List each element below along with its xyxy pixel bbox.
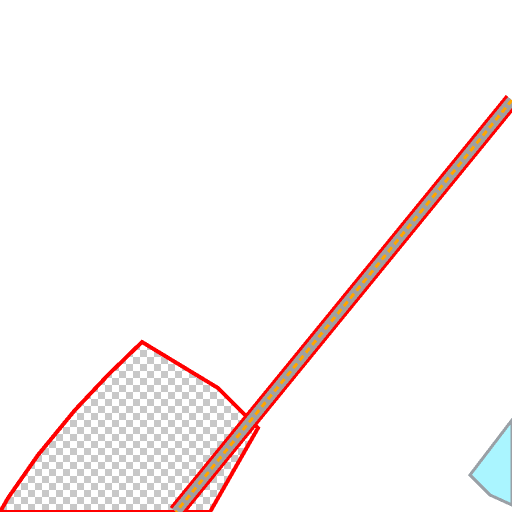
water-patch[interactable] <box>468 417 512 507</box>
road-centerline <box>174 99 512 512</box>
building-footprint[interactable] <box>0 339 261 512</box>
road-line[interactable] <box>169 94 512 512</box>
